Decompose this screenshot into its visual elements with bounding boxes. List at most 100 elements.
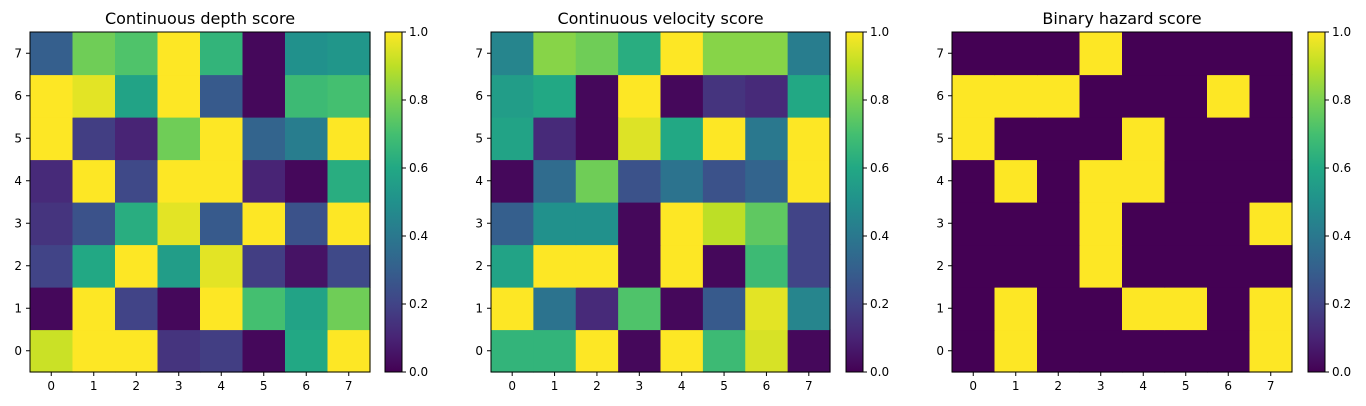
heatmap-cell <box>242 117 286 161</box>
x-tick-label: 7 <box>805 379 813 393</box>
colorbar-tick-label: 0.8 <box>1332 93 1351 107</box>
heatmap-cell <box>200 202 244 246</box>
heatmap-cell <box>533 244 577 288</box>
heatmap-cell <box>702 329 746 373</box>
y-tick-label: 5 <box>14 131 22 145</box>
x-tick-label: 2 <box>132 379 140 393</box>
heatmap-cell <box>787 244 831 288</box>
heatmap-cell <box>745 117 789 161</box>
heatmap-cell <box>157 202 201 246</box>
x-tick-label: 5 <box>1182 379 1190 393</box>
heatmap-cell <box>994 329 1038 373</box>
y-tick-label: 1 <box>475 301 483 315</box>
heatmap-cell <box>1037 159 1081 203</box>
colorbar-tick-label: 0.0 <box>409 365 428 379</box>
heatmap-cell <box>1164 32 1208 76</box>
heatmap-cell <box>1249 202 1293 246</box>
heatmap-cell <box>787 117 831 161</box>
heatmap-cell <box>1207 287 1251 331</box>
y-tick-label: 4 <box>14 174 22 188</box>
heatmap-cell <box>660 159 704 203</box>
heatmap-cell <box>1164 329 1208 373</box>
heatmap-cell <box>327 74 371 118</box>
heatmap-cell <box>533 117 577 161</box>
heatmap-cell <box>1037 329 1081 373</box>
x-tick-label: 7 <box>345 379 353 393</box>
heatmap-cell <box>200 287 244 331</box>
x-tick-label: 0 <box>47 379 55 393</box>
heatmap-cell <box>575 32 619 76</box>
heatmap-cell <box>994 244 1038 288</box>
heatmap-cell <box>30 287 74 331</box>
heatmap-cell <box>1122 74 1166 118</box>
heatmap-cell <box>745 32 789 76</box>
heatmap-cell <box>702 287 746 331</box>
y-tick-label: 6 <box>475 89 483 103</box>
heatmap-cell <box>745 74 789 118</box>
heatmap-cell <box>1122 244 1166 288</box>
heatmap-cell <box>994 287 1038 331</box>
heatmap-cell <box>618 287 662 331</box>
heatmap-cell <box>115 202 159 246</box>
heatmap-cell <box>1079 244 1123 288</box>
heatmap-cell <box>285 287 329 331</box>
heatmap-cell <box>242 32 286 76</box>
colorbar-frame <box>845 31 864 373</box>
heatmap-panel-0: Continuous depth score 0 1 2 3 4 5 6 7 0 1 2 3 4 5 6 7 0.… <box>14 9 428 393</box>
heatmap-cell <box>575 117 619 161</box>
heatmap-cell <box>200 159 244 203</box>
heatmap-cell <box>115 329 159 373</box>
heatmap-cell <box>787 202 831 246</box>
x-tick-label: 0 <box>508 379 516 393</box>
x-tick-label: 1 <box>90 379 98 393</box>
colorbar <box>846 32 863 372</box>
x-tick-label: 5 <box>720 379 728 393</box>
heatmap-cell <box>1207 32 1251 76</box>
heatmap-cell <box>491 329 534 373</box>
x-tick-label: 2 <box>593 379 601 393</box>
heatmap-cell <box>1249 74 1293 118</box>
heatmap-cell <box>491 287 534 331</box>
heatmap-cell <box>157 329 201 373</box>
heatmap-cell <box>702 32 746 76</box>
heatmap-cell <box>327 287 371 331</box>
colorbar-tick-label: 0.8 <box>870 93 889 107</box>
heatmap-cell <box>157 159 201 203</box>
heatmap-cell <box>745 329 789 373</box>
y-tick-label: 1 <box>14 301 22 315</box>
heatmap-cell <box>72 244 116 288</box>
heatmap-cell <box>994 159 1038 203</box>
plot-frame <box>951 31 1293 373</box>
y-tick-label: 2 <box>475 259 483 273</box>
heatmap-cell <box>327 329 371 373</box>
colorbar-tick-label: 0.6 <box>870 161 889 175</box>
heatmap-cell <box>1122 117 1166 161</box>
y-tick-label: 2 <box>14 259 22 273</box>
heatmap-panel-2: Binary hazard score 0 1 2 3 4 5 6 7 0 1 2 3 4 5 6 7 0.0 0.… <box>936 9 1351 393</box>
heatmap-cell <box>952 202 996 246</box>
heatmap-cell <box>575 159 619 203</box>
heatmap-cell <box>1037 202 1081 246</box>
x-tick-label: 1 <box>551 379 559 393</box>
heatmap-cell <box>1037 117 1081 161</box>
heatmap-cell <box>702 117 746 161</box>
colorbar-tick-label: 0.2 <box>1332 297 1351 311</box>
heatmap-cell <box>200 74 244 118</box>
heatmap-cell <box>242 159 286 203</box>
heatmap-cell <box>242 287 286 331</box>
heatmap-cell <box>1122 32 1166 76</box>
heatmap-cell <box>660 202 704 246</box>
colorbar-tick-label: 1.0 <box>870 25 889 39</box>
x-tick-label: 3 <box>175 379 183 393</box>
heatmap-cell <box>157 287 201 331</box>
colorbar-tick-label: 0.4 <box>409 229 428 243</box>
x-tick-label: 4 <box>1139 379 1147 393</box>
heatmap-cell <box>327 117 371 161</box>
heatmap-cell <box>1122 159 1166 203</box>
heatmap-cell <box>533 287 577 331</box>
heatmap-cell <box>327 32 371 76</box>
colorbar-frame <box>1307 31 1326 373</box>
y-tick-label: 7 <box>936 46 944 60</box>
heatmap-cell <box>200 329 244 373</box>
